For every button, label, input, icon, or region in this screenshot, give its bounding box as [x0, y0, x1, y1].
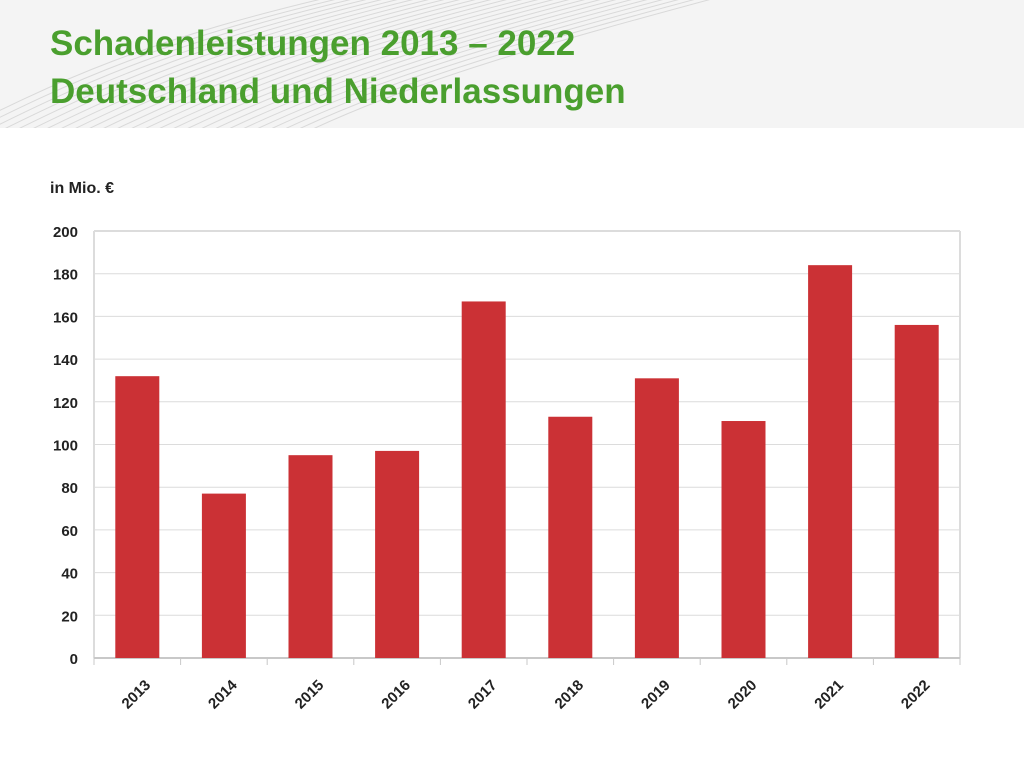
x-tick-label: 2014 [205, 676, 241, 712]
y-tick-label: 60 [61, 523, 78, 540]
x-tick-label: 2018 [552, 677, 588, 713]
x-tick-label: 2015 [292, 677, 328, 713]
bar-2019 [634, 378, 679, 658]
bar-2022 [894, 324, 939, 658]
bar-2015 [288, 455, 333, 658]
chart-title-line-1: Schadenleistungen 2013 – 2022 [50, 24, 576, 63]
bar-2021 [808, 265, 853, 658]
header-banner [0, 0, 1024, 128]
bar-2018 [548, 416, 593, 658]
y-tick-label: 80 [61, 480, 78, 497]
chart-title-line-2: Deutschland und Niederlassungen [50, 72, 626, 111]
bar-2013 [115, 376, 160, 658]
x-tick-label: 2019 [638, 677, 674, 713]
x-tick-label: 2017 [465, 677, 501, 713]
y-tick-label: 160 [53, 309, 78, 326]
bar-2017 [461, 301, 506, 658]
contour-pattern [0, 0, 710, 128]
y-tick-label: 120 [53, 395, 78, 412]
y-tick-label: 20 [61, 608, 78, 625]
x-tick-label: 2021 [811, 677, 847, 713]
y-axis-unit-label: in Mio. € [50, 180, 114, 197]
x-tick-label: 2022 [898, 677, 934, 713]
y-tick-label: 200 [53, 224, 78, 241]
y-tick-label: 40 [61, 566, 78, 583]
bar-2014 [201, 493, 246, 658]
x-tick-label: 2013 [119, 677, 155, 713]
y-tick-label: 100 [53, 438, 78, 455]
y-tick-label: 0 [70, 651, 78, 668]
bar-2020 [721, 421, 766, 658]
y-tick-label: 140 [53, 352, 78, 369]
y-tick-label: 180 [53, 267, 78, 284]
x-tick-label: 2016 [378, 677, 414, 713]
bar-2016 [375, 450, 420, 658]
x-tick-label: 2020 [725, 677, 761, 713]
